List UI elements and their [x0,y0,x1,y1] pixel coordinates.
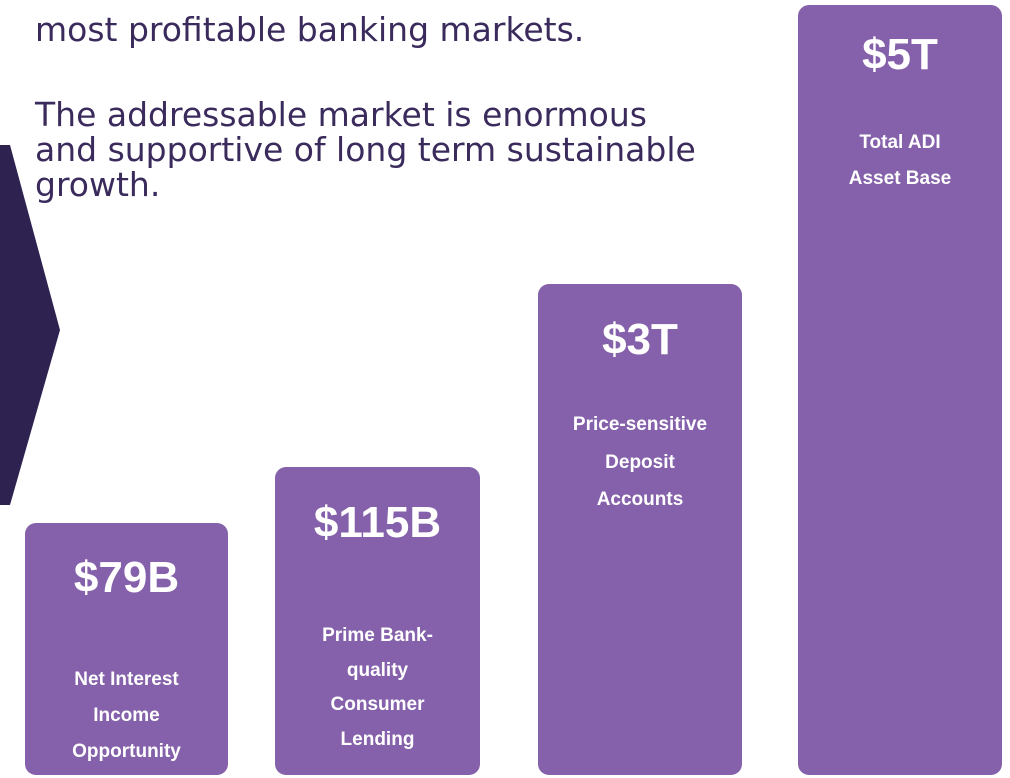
card-label: Prime Bank- [322,625,433,646]
chevron [0,145,60,505]
card-label: Opportunity [72,741,181,762]
paragraph-line: The addressable market is enormous [35,95,647,134]
card-label: Lending [340,728,415,750]
card-label: Consumer [330,694,425,715]
card-label: Asset Base [848,168,952,189]
card-value: $3T [602,315,678,364]
card-value: $79B [73,553,180,602]
card: $115B Prime Bank-quality Consumer Lending [275,467,480,775]
card-label: Accounts [596,489,684,510]
card: $79B Net Interest Income Opportunity [25,523,228,775]
card-label: Income [93,705,160,726]
card-label: Total ADI [859,132,941,153]
paragraph-line: and supportive of long term sustainable [35,130,696,169]
card-value: $5T [862,30,938,79]
card: $3T Price-sensitive Deposit Accounts [538,284,742,775]
card-value: $115B [313,498,442,547]
paragraph-line: growth. [35,165,161,204]
card: $5T Total ADI Asset Base [798,5,1002,775]
chevron-shape [0,145,60,505]
card-label: Net Interest [74,669,179,690]
card-label: Price-sensitive [572,414,708,435]
paragraph-line: most profitable banking markets. [35,10,585,49]
card-label: quality [346,659,409,681]
card-label: Deposit [605,451,675,473]
